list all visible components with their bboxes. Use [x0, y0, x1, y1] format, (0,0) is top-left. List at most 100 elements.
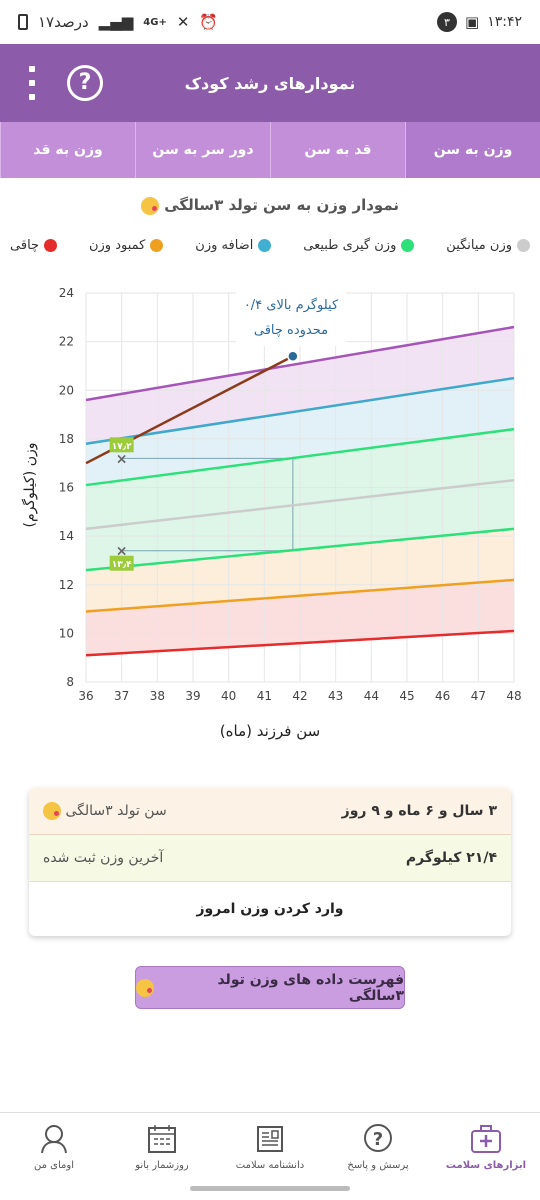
- marker-x-1: ×: [116, 544, 128, 560]
- kiss-emoji-icon: [136, 978, 154, 997]
- y-tick-label: 12: [59, 578, 74, 592]
- y-axis-label: وزن (کیلوگرم): [21, 443, 38, 528]
- series-line-5: [85, 578, 515, 613]
- status-left: ۱۷درصد ▂▄▆ 4G+ ✕ ⏰: [18, 13, 218, 31]
- last-weight-point: [287, 350, 299, 362]
- nav-qa[interactable]: ? پرسش و پاسخ: [324, 1113, 432, 1180]
- weight-list-button[interactable]: فهرست داده های وزن تولد ۳سالگی: [135, 966, 405, 1009]
- legend-label: اضافه وزن: [195, 238, 254, 253]
- home-indicator: [190, 1186, 350, 1191]
- alarm-icon: ⏰: [199, 13, 219, 31]
- nav-label: اومای من: [34, 1160, 74, 1171]
- summary-card: سن تولد ۳سالگی ۳ سال و ۶ ماه و ۹ روز آخر…: [29, 788, 511, 936]
- weight-value: ۲۱/۴ کیلوگرم: [405, 850, 497, 866]
- y-tick-label: 20: [59, 383, 74, 397]
- status-bar: ۱۷درصد ▂▄▆ 4G+ ✕ ⏰ ۳ ▣ ۱۳:۴۲: [0, 0, 540, 44]
- legend-dot: [401, 239, 415, 252]
- nav-label: ابزارهای سلامت: [445, 1160, 527, 1171]
- weight-row: آخرین وزن ثبت شده ۲۱/۴ کیلوگرم: [29, 835, 511, 882]
- legend-dot: [258, 239, 272, 252]
- battery-text: ۱۷درصد: [38, 13, 89, 31]
- x-tick-label: 37: [114, 689, 129, 703]
- calendar-icon: [148, 1125, 176, 1153]
- mute-icon: ✕: [176, 13, 190, 31]
- y-tick-label: 18: [59, 432, 74, 446]
- x-tick-label: 36: [78, 689, 93, 703]
- notification-badge: ۳: [437, 12, 458, 32]
- age-value: ۳ سال و ۶ ماه و ۹ روز: [341, 803, 497, 819]
- nav-health-tools[interactable]: ابزارهای سلامت: [432, 1113, 540, 1180]
- age-row: سن تولد ۳سالگی ۳ سال و ۶ ماه و ۹ روز: [29, 788, 511, 835]
- nav-profile[interactable]: اومای من: [0, 1113, 108, 1180]
- svg-text:?: ?: [373, 1129, 383, 1150]
- nav-encyclopedia[interactable]: دانشنامه سلامت: [216, 1113, 324, 1180]
- annotation-line-0: ۰/۴ کیلوگرم بالای: [244, 297, 339, 313]
- tab-height-for-age[interactable]: قد به سن: [270, 122, 405, 178]
- legend-item-obese: چاقی: [10, 238, 58, 253]
- tab-weight-for-height[interactable]: وزن به قد: [0, 122, 135, 178]
- x-tick-label: 46: [435, 689, 450, 703]
- kiss-emoji-icon: [43, 802, 61, 820]
- annotation-box: [236, 290, 346, 346]
- marker-x-0: ×: [116, 451, 128, 467]
- x-tick-label: 38: [150, 689, 165, 703]
- x-tick-label: 41: [257, 689, 272, 703]
- gallery-icon: ▣: [465, 13, 480, 31]
- legend-label: کمبود وزن: [88, 238, 146, 253]
- weight-list-label: فهرست داده های وزن تولد ۳سالگی: [217, 971, 404, 1004]
- health-kit-icon: [471, 1125, 501, 1153]
- app-bar: ? نمودارهای رشد کودک: [0, 44, 540, 122]
- chart-tabs: وزن به سن قد به سن دور سر به سن وزن به ق…: [0, 122, 540, 178]
- y-tick-label: 10: [59, 626, 74, 640]
- weight-label: آخرین وزن ثبت شده: [43, 850, 164, 866]
- legend-dot: [44, 239, 58, 252]
- legend-item-overweight: اضافه وزن: [195, 238, 272, 253]
- legend-item-normal: وزن گیری طبیعی: [303, 238, 415, 253]
- kiss-emoji-icon: [140, 196, 159, 215]
- legend-item-average: وزن میانگین: [446, 238, 530, 253]
- tab-weight-for-age[interactable]: وزن به سن: [405, 122, 540, 178]
- legend-dot: [517, 239, 530, 252]
- network-label: 4G+: [143, 16, 167, 28]
- legend-label: چاقی: [10, 238, 40, 253]
- x-tick-label: 45: [399, 689, 414, 703]
- series-line-4: [85, 527, 515, 572]
- x-tick-label: 40: [221, 689, 236, 703]
- chart-title-text: نمودار وزن به سن تولد ۳سالگی: [164, 196, 400, 214]
- x-axis-label: سن فرزند (ماه): [219, 722, 321, 740]
- series-line-6: [85, 629, 515, 657]
- series-line-3: [85, 478, 515, 531]
- help-icon[interactable]: ?: [67, 65, 103, 101]
- nav-label: روزشمار بانو: [135, 1160, 189, 1171]
- legend-label: وزن گیری طبیعی: [303, 238, 397, 253]
- y-tick-label: 24: [59, 286, 74, 300]
- enter-weight-button[interactable]: وارد کردن وزن امروز: [196, 901, 344, 917]
- annotation-line-1: محدوده چاقی: [254, 323, 328, 338]
- signal-icon: ▂▄▆: [98, 13, 134, 31]
- legend-label: وزن میانگین: [446, 238, 512, 253]
- y-axis-label-text: وزن (کیلوگرم): [21, 443, 38, 528]
- marker-badge-0: [109, 437, 134, 453]
- marker-label-1: ۱۳٫۴: [112, 560, 132, 570]
- nav-calendar[interactable]: روزشمار بانو: [108, 1113, 216, 1180]
- age-label: سن تولد ۳سالگی: [43, 802, 167, 820]
- legend-dot: [150, 239, 164, 252]
- status-right: ۳ ▣ ۱۳:۴۲: [437, 12, 522, 32]
- age-label-text: سن تولد ۳سالگی: [65, 803, 167, 819]
- profile-icon: [41, 1125, 67, 1154]
- series-line-0: [85, 325, 515, 402]
- x-tick-label: 48: [506, 689, 521, 703]
- x-tick-label: 42: [292, 689, 307, 703]
- bottom-nav: ابزارهای سلامت ? پرسش و پاسخ دانشنامه سل…: [0, 1112, 540, 1180]
- question-icon: ?: [364, 1124, 392, 1152]
- chart-title: نمودار وزن به سن تولد ۳سالگی: [0, 196, 540, 215]
- x-tick-label: 44: [364, 689, 379, 703]
- tab-head-for-age[interactable]: دور سر به سن: [135, 122, 270, 178]
- more-menu-icon[interactable]: [22, 66, 42, 100]
- x-tick-label: 39: [185, 689, 200, 703]
- encyclopedia-icon: [257, 1126, 283, 1152]
- series-line-1: [85, 376, 515, 445]
- chart-legend: چاقی کمبود وزن اضافه وزن وزن گیری طبیعی …: [10, 238, 530, 253]
- nav-label: پرسش و پاسخ: [347, 1160, 409, 1171]
